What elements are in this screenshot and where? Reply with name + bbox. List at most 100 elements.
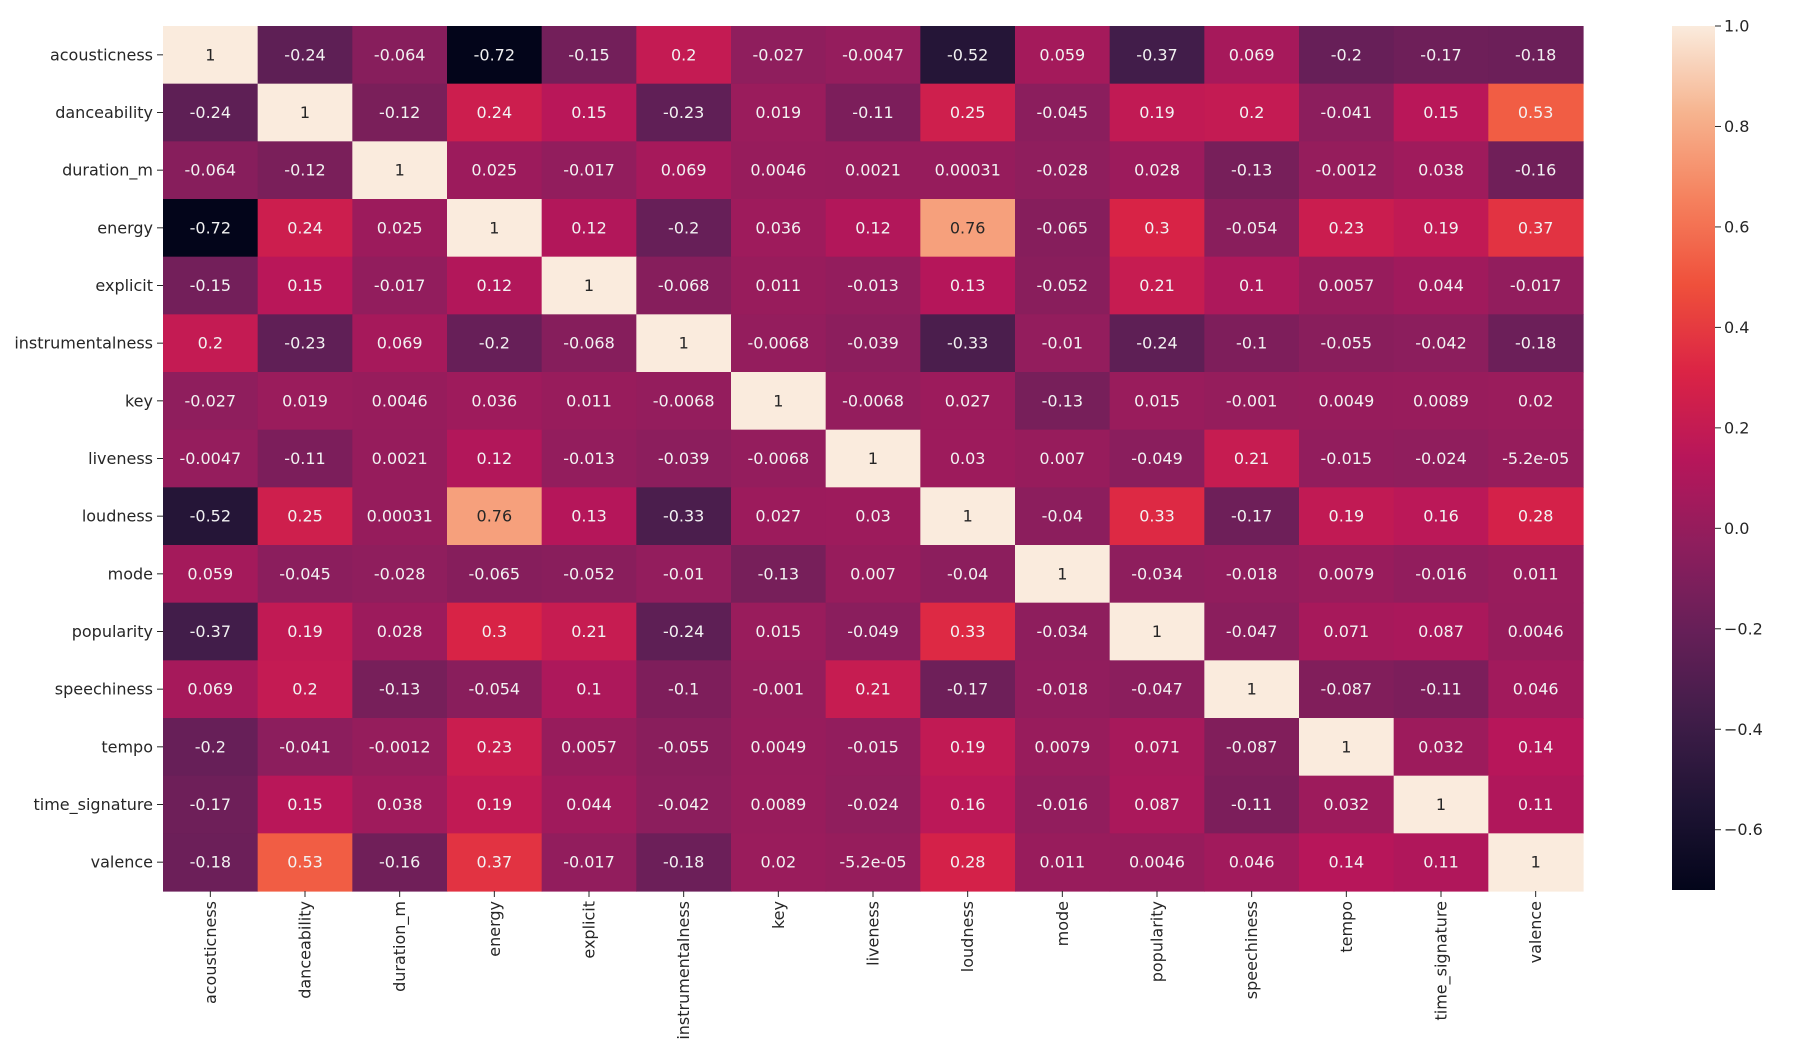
heatmap-cell <box>541 545 637 604</box>
cell-value-label: -0.034 <box>1131 564 1183 583</box>
cell-value-label: 1 <box>1152 622 1162 641</box>
heatmap-cell <box>920 314 1016 373</box>
cell-value-label: 0.038 <box>377 795 423 814</box>
heatmap-cell <box>731 199 827 258</box>
heatmap-cell <box>731 429 827 488</box>
cell-value-label: 0.0021 <box>845 161 901 180</box>
x-tick-label: key <box>769 901 788 929</box>
heatmap-cell <box>920 256 1016 315</box>
heatmap-cell <box>1109 602 1205 661</box>
cell-value-label: 0.14 <box>1329 853 1365 872</box>
heatmap-cell <box>1109 660 1205 719</box>
heatmap-cell <box>731 718 827 777</box>
cell-value-label: 0.14 <box>1518 737 1554 756</box>
heatmap-cell <box>636 199 732 258</box>
heatmap-cell <box>731 833 827 892</box>
cell-value-label: 0.0057 <box>561 737 617 756</box>
cell-value-label: 0.044 <box>566 795 612 814</box>
heatmap-cell <box>1015 602 1111 661</box>
heatmap-cell <box>447 487 543 546</box>
cell-value-label: -0.0047 <box>842 45 904 64</box>
heatmap-cell <box>352 833 448 892</box>
cell-value-label: 0.0046 <box>1508 622 1564 641</box>
heatmap-cell <box>447 429 543 488</box>
colorbar-gradient <box>1672 26 1715 890</box>
heatmap-cell <box>920 83 1016 142</box>
heatmap-cell <box>163 199 259 258</box>
cell-value-label: -0.13 <box>379 680 420 699</box>
cell-value-label: 0.007 <box>1039 449 1085 468</box>
cell-value-label: -0.041 <box>1321 103 1373 122</box>
heatmap-cell <box>636 775 732 834</box>
cell-value-label: 0.00031 <box>367 507 433 526</box>
cell-value-label: -0.039 <box>658 449 710 468</box>
heatmap-cell <box>1204 256 1300 315</box>
heatmap-cell <box>825 256 921 315</box>
heatmap-cell <box>1109 26 1205 85</box>
heatmap-cell <box>1299 141 1395 200</box>
heatmap-cell <box>731 256 827 315</box>
y-tick-label: acousticness <box>50 45 153 64</box>
heatmap-cell <box>163 487 259 546</box>
cell-value-label: -0.054 <box>1226 218 1278 237</box>
x-tick-label: explicit <box>580 901 599 959</box>
colorbar-tick-label: −0.6 <box>1724 820 1763 839</box>
heatmap-cell <box>541 660 637 719</box>
cell-value-label: -0.045 <box>279 564 331 583</box>
cell-value-label: -0.0068 <box>653 391 715 410</box>
cell-value-label: 0.0057 <box>1318 276 1374 295</box>
x-axis: acousticness danceability duration_m energy… <box>201 891 1545 1040</box>
heatmap-cell <box>920 199 1016 258</box>
heatmap-cell <box>1015 256 1111 315</box>
heatmap-cell <box>731 487 827 546</box>
cell-value-label: -0.068 <box>658 276 710 295</box>
cell-value-label: 0.76 <box>477 507 513 526</box>
heatmap-cell <box>1488 429 1584 488</box>
heatmap-cell <box>825 545 921 604</box>
heatmap-cell <box>1393 26 1489 85</box>
cell-value-label: -0.047 <box>1131 680 1183 699</box>
heatmap-cell <box>447 256 543 315</box>
cell-value-label: 0.11 <box>1423 853 1459 872</box>
cell-value-label: -0.042 <box>1415 334 1467 353</box>
cell-value-label: -0.0068 <box>842 391 904 410</box>
heatmap-cell <box>825 718 921 777</box>
y-tick-label: tempo <box>101 737 153 756</box>
heatmap-cell <box>257 256 353 315</box>
heatmap-cell <box>447 26 543 85</box>
cell-value-label: -0.028 <box>1037 161 1089 180</box>
cell-value-label: -0.52 <box>190 507 231 526</box>
heatmap-cell <box>1488 833 1584 892</box>
cell-value-label: 0.33 <box>950 622 986 641</box>
cell-value-label: -0.027 <box>753 45 805 64</box>
heatmap-cell <box>1109 775 1205 834</box>
cell-value-label: 0.03 <box>855 507 891 526</box>
heatmap-cell <box>825 775 921 834</box>
cell-value-label: 0.1 <box>1239 276 1264 295</box>
cell-value-label: -0.016 <box>1415 564 1467 583</box>
y-tick-label: time_signature <box>33 795 153 815</box>
heatmap-cell <box>352 372 448 431</box>
heatmap-cell <box>163 372 259 431</box>
heatmap-cell <box>1393 660 1489 719</box>
heatmap-cell <box>1204 487 1300 546</box>
x-tick-label: instrumentalness <box>674 901 693 1040</box>
y-tick-label: speechiness <box>55 680 153 699</box>
cell-value-label: -0.1 <box>1236 334 1267 353</box>
heatmap-cell <box>1299 545 1395 604</box>
heatmap-cell <box>731 372 827 431</box>
heatmap-cell <box>1109 141 1205 200</box>
cell-value-label: 1 <box>395 161 405 180</box>
cell-value-label: -0.015 <box>1321 449 1373 468</box>
cell-value-label: -0.13 <box>1042 391 1083 410</box>
cell-value-label: 0.0046 <box>750 161 806 180</box>
cell-value-label: -0.017 <box>563 161 615 180</box>
heatmap-cell <box>636 660 732 719</box>
heatmap-cell <box>1015 429 1111 488</box>
heatmap-cell <box>1204 775 1300 834</box>
cell-value-label: 0.21 <box>571 622 607 641</box>
heatmap-cell <box>1393 314 1489 373</box>
cell-value-label: 0.011 <box>566 391 612 410</box>
y-tick-label: key <box>125 391 153 410</box>
heatmap-cell <box>352 429 448 488</box>
